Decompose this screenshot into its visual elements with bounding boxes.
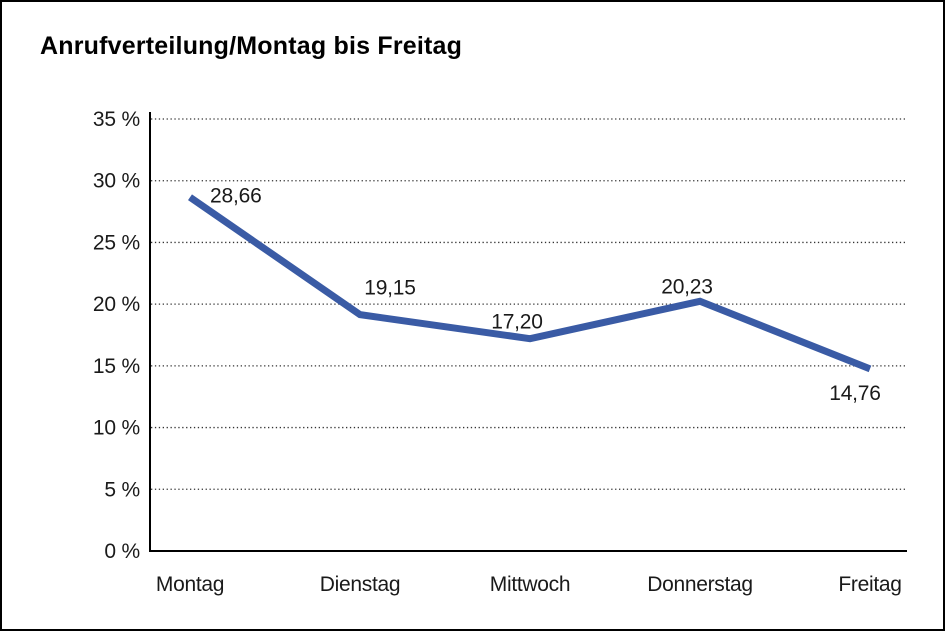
data-value-label: 20,23 [661,275,713,298]
chart-title: Anrufverteilung/Montag bis Freitag [40,32,463,60]
x-category-label: Dienstag [320,573,400,596]
x-category-label: Montag [156,573,224,596]
y-tick-label: 5 % [104,478,140,501]
y-tick-label: 35 % [93,108,140,131]
x-category-label: Mittwoch [490,573,570,596]
data-value-label: 14,76 [829,382,881,405]
y-tick-label: 20 % [93,293,140,316]
y-tick-label: 30 % [93,170,140,193]
x-category-label: Donnerstag [647,573,753,596]
y-tick-label: 25 % [93,231,140,254]
data-value-label: 19,15 [364,277,416,300]
x-category-label: Freitag [838,573,901,596]
data-series-line [188,194,872,373]
y-tick-label: 0 % [104,540,140,563]
data-value-label: 28,66 [210,184,262,207]
y-tick-label: 15 % [93,355,140,378]
data-value-label: 17,20 [491,311,543,334]
y-tick-label: 10 % [93,417,140,440]
